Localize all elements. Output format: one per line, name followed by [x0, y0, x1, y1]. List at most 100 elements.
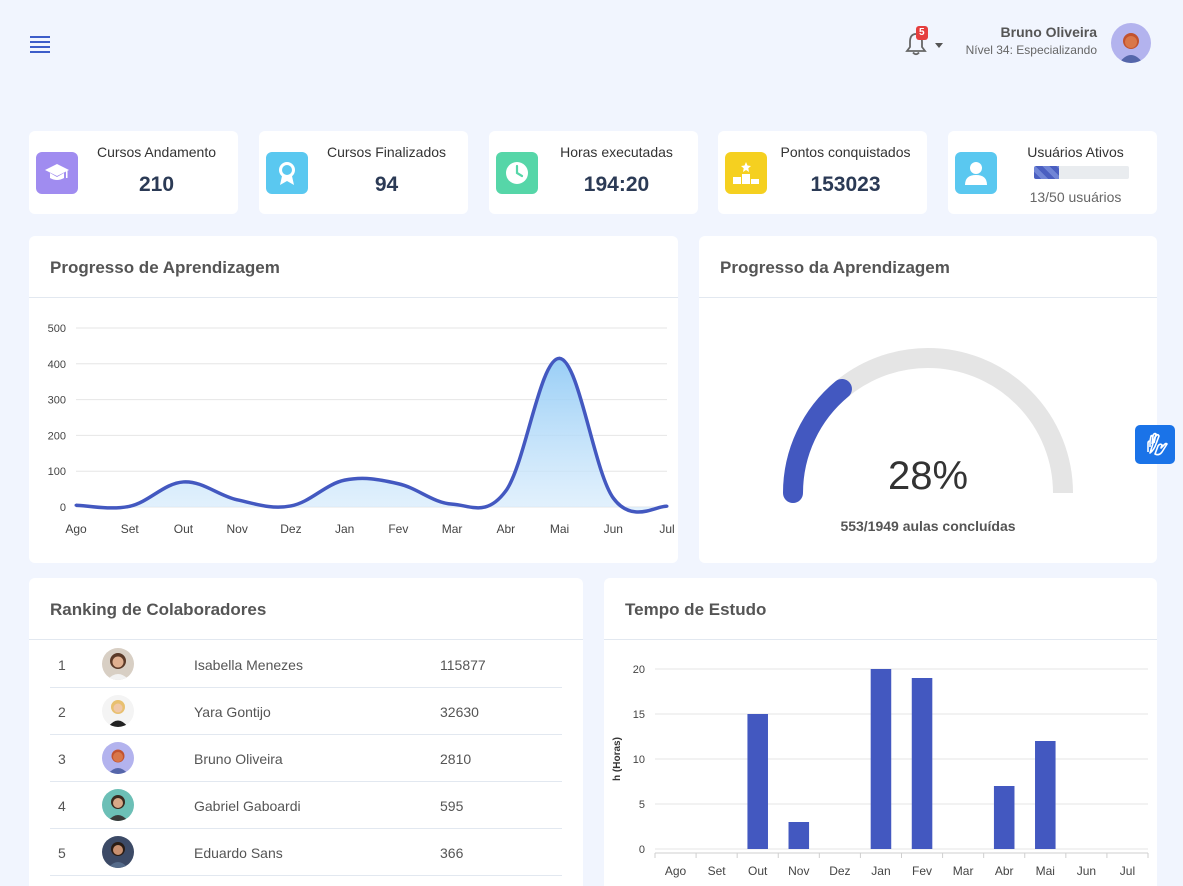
clock-icon [496, 152, 538, 194]
data-point [343, 478, 347, 482]
table-row[interactable]: 1 Isabella Menezes 115877 [50, 641, 562, 688]
rank-position: 4 [58, 798, 66, 814]
study-time-card: Tempo de Estudo 0 5 10 15 20 h (Horas) Ago Set O… [604, 578, 1157, 886]
data-point [396, 482, 400, 486]
rank-score: 2810 [440, 751, 472, 767]
rank-position: 2 [58, 704, 66, 720]
data-point [450, 502, 454, 506]
stat-card-pontos-conquistados: Pontos conquistados 153023 [718, 131, 927, 214]
x-tick-label: Mar [442, 522, 463, 536]
user-icon [955, 152, 997, 194]
x-tick-label: Ago [65, 522, 87, 536]
x-tick-label: Mar [953, 864, 974, 878]
x-tick-label: Dez [280, 522, 301, 536]
stat-label: Horas executadas [560, 144, 673, 160]
stat-value: 153023 [810, 173, 881, 196]
table-row[interactable]: 5 Eduardo Sans 366 [50, 829, 562, 876]
card-title: Tempo de Estudo [625, 600, 767, 619]
podium-icon [725, 152, 767, 194]
study-bar-chart: 0 5 10 15 20 h (Horas) Ago Set Out Nov Dez Jan Fev Ma… [612, 664, 1149, 878]
accessibility-hands-icon[interactable] [1135, 425, 1175, 464]
avatar [102, 836, 134, 868]
rank-position: 1 [58, 657, 66, 673]
data-point [289, 504, 293, 508]
divider [29, 297, 678, 298]
y-tick-label: 20 [633, 664, 645, 676]
top-bar: 5 Bruno Oliveira Nível 34: Especializand… [0, 0, 1183, 90]
learning-gauge-card: Progresso da Aprendizagem 28% 553/1949 a… [699, 236, 1157, 563]
x-tick-label: Dez [829, 864, 850, 878]
y-tick-label: 300 [48, 395, 66, 407]
x-tick-label: Mai [550, 522, 569, 536]
data-point [558, 356, 562, 360]
avatar [102, 789, 134, 821]
notification-badge: 5 [916, 26, 928, 40]
stat-label: Cursos Finalizados [326, 144, 447, 160]
bar [993, 786, 1015, 849]
gauge-chart [783, 348, 1073, 503]
card-title: Progresso de Aprendizagem [50, 258, 280, 277]
table-row[interactable]: 4 Gabriel Gaboardi 595 [50, 782, 562, 829]
y-axis-label: h (Horas) [612, 737, 623, 781]
x-tick-label: Ago [665, 864, 687, 878]
learning-progress-card: Progresso de Aprendizagem 0 100 200 300 400 5… [29, 236, 678, 563]
award-icon [266, 152, 308, 194]
avatar [102, 695, 134, 727]
data-point [665, 504, 669, 508]
gauge-percent: 28% [887, 454, 969, 498]
x-tick-label: Out [748, 864, 768, 878]
notifications-bell-icon[interactable]: 5 [905, 26, 929, 58]
bar [911, 678, 933, 849]
bar [1035, 741, 1056, 849]
x-tick-label: Nov [788, 864, 809, 878]
x-tick-label: Abr [496, 522, 515, 536]
y-tick-label: 0 [60, 502, 66, 514]
divider [29, 639, 583, 640]
stat-label: Pontos conquistados [780, 144, 911, 160]
rank-name: Bruno Oliveira [194, 751, 283, 767]
x-tick-label: Jan [335, 522, 354, 536]
y-tick-label: 5 [639, 799, 645, 811]
y-tick-label: 0 [639, 844, 645, 856]
divider [699, 297, 1157, 298]
bar [747, 714, 768, 849]
data-point [181, 480, 185, 484]
x-tick-label: Set [121, 522, 140, 536]
bar [870, 669, 892, 849]
chevron-down-icon[interactable] [935, 43, 943, 48]
stat-value: 194:20 [583, 173, 650, 196]
bar [788, 822, 810, 849]
x-tick-label: Jul [1120, 864, 1135, 878]
x-tick-label: Jul [659, 522, 674, 536]
gauge-subtitle: 553/1949 aulas concluídas [840, 518, 1016, 534]
y-tick-label: 10 [633, 754, 645, 766]
user-avatar[interactable] [1111, 23, 1151, 63]
y-tick-label: 400 [48, 359, 66, 371]
ranking-card: Ranking de Colaboradores 1 Isabella Mene… [29, 578, 583, 886]
table-row[interactable]: 2 Yara Gontijo 32630 [50, 688, 562, 735]
x-tick-label: Set [708, 864, 727, 878]
users-progress-fill [1034, 166, 1059, 179]
stat-card-horas-executadas: Horas executadas 194:20 [489, 131, 698, 214]
rank-name: Gabriel Gaboardi [194, 798, 301, 814]
x-tick-label: Mai [1036, 864, 1055, 878]
table-row[interactable]: 3 Bruno Oliveira 2810 [50, 735, 562, 782]
rank-score: 32630 [440, 704, 479, 720]
x-tick-label: Nov [227, 522, 248, 536]
rank-name: Isabella Menezes [194, 657, 303, 673]
data-point [128, 504, 132, 508]
stat-card-usuarios-ativos: Usuários Ativos 13/50 usuários [948, 131, 1157, 214]
stat-label: Usuários Ativos [1027, 144, 1124, 160]
stat-value: 210 [138, 173, 175, 196]
y-tick-label: 200 [48, 430, 66, 442]
rank-position: 3 [58, 751, 66, 767]
stat-card-cursos-andamento: Cursos Andamento 210 [29, 131, 238, 214]
y-tick-label: 100 [48, 466, 66, 478]
y-tick-label: 15 [633, 709, 645, 721]
user-level: Nível 34: Especializando [965, 43, 1097, 57]
menu-icon[interactable] [30, 36, 50, 54]
user-name[interactable]: Bruno Oliveira [1000, 24, 1097, 40]
stat-label: Cursos Andamento [96, 144, 217, 160]
avatar [102, 742, 134, 774]
rank-score: 366 [440, 845, 464, 861]
